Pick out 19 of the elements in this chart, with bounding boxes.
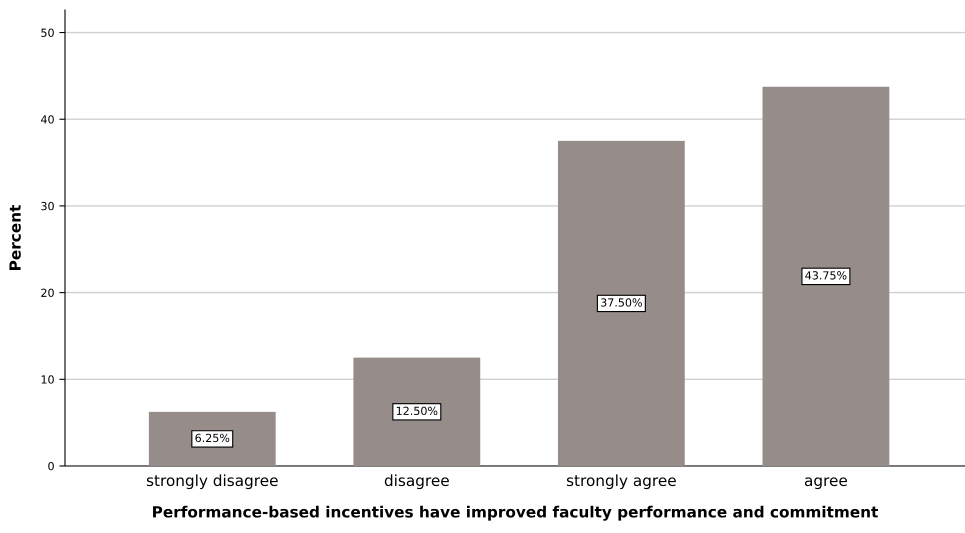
data-label: 12.50%	[396, 406, 438, 416]
y-tick-label: 50	[41, 28, 54, 37]
x-tick-label: disagree	[384, 474, 449, 490]
y-tick-label: 40	[40, 115, 54, 124]
data-label: 43.75%	[805, 271, 846, 280]
y-tick-label: 0	[48, 462, 54, 470]
x-tick-label: strongly disagree	[146, 474, 278, 490]
y-tick-label: 30	[41, 202, 54, 210]
data-label: 6.25%	[195, 434, 230, 442]
x-axis-title: Performance-based incentives have improved faculty performance and commitment	[153, 506, 878, 521]
y-tick-label: 20	[41, 288, 54, 297]
x-tick-label: strongly agree	[566, 474, 676, 490]
x-tick-label: agree	[804, 477, 847, 490]
y-axis-title: Percent	[9, 205, 21, 270]
bar	[762, 86, 890, 466]
y-tick-label: 10	[42, 375, 54, 384]
bar	[353, 358, 480, 466]
data-label: 37.50%	[601, 298, 642, 307]
bar	[558, 140, 685, 466]
